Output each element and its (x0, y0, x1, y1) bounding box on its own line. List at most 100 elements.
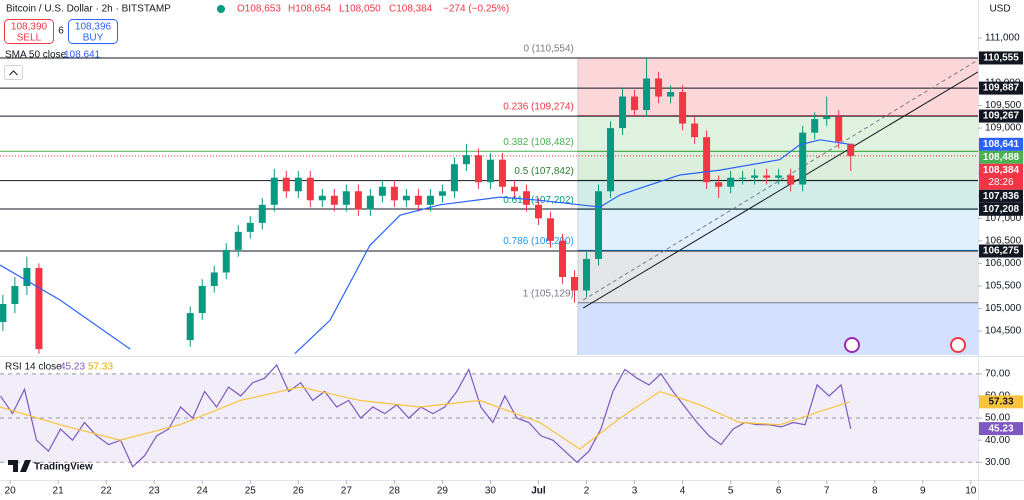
fib-label: 1 (105,129) (523, 288, 574, 299)
fib-label: 0.786 (106,290) (503, 236, 574, 247)
sell-price[interactable]: 108,390 (11, 22, 48, 33)
fib-zone (577, 250, 978, 303)
buy-price[interactable]: 108,396 (75, 22, 112, 33)
candle-body (246, 222, 254, 232)
x-tick-label: 25 (245, 486, 257, 497)
y-tick-label: 105,000 (985, 303, 1022, 314)
ohlc-open: O108,653 (237, 4, 281, 15)
candle-body (595, 191, 603, 259)
x-tick-label: 8 (872, 486, 878, 497)
candle-body (234, 231, 242, 250)
buy-box[interactable] (68, 19, 118, 44)
candle-body (258, 204, 266, 223)
price-line-label-text: 109,887 (983, 83, 1020, 94)
sell-label[interactable]: SELL (17, 33, 42, 44)
fib-zone (577, 180, 978, 210)
y-tick-label: 109,500 (985, 100, 1022, 111)
candle-body (607, 128, 615, 192)
candle-body (739, 177, 747, 179)
x-tick-label: 29 (437, 486, 449, 497)
event-icon[interactable] (844, 337, 860, 353)
spread: 6 (58, 26, 64, 37)
candle-body (727, 177, 735, 187)
price-line-label-text: 109,267 (983, 111, 1020, 122)
candle-body (583, 258, 591, 291)
rsi-line (0, 386, 850, 450)
flag-icon[interactable] (950, 337, 966, 353)
candle-body (522, 191, 530, 205)
y-tick-label: 107,000 (985, 213, 1022, 224)
candle-body (462, 155, 470, 165)
rsi-tick-label: 30.00 (985, 457, 1010, 468)
x-tick-label: 10 (965, 486, 977, 497)
fib-zone (577, 115, 978, 152)
x-tick-label: 28 (389, 486, 401, 497)
candle-body (763, 175, 771, 178)
candle-body (631, 96, 639, 111)
fib-zone (577, 209, 978, 251)
collapse-box[interactable] (4, 65, 23, 80)
sma-legend: SMA 50 close (5, 50, 67, 61)
rsi-panel (0, 363, 978, 468)
logo: TradingView (8, 460, 93, 473)
rsi-tick-label: 70.00 (985, 368, 1010, 379)
x-tick-label: 26 (293, 486, 305, 497)
candle-body (498, 159, 506, 187)
sma-label-box (979, 137, 1023, 151)
sell-box[interactable] (4, 19, 54, 44)
buy-button[interactable]: 108,396 BUY (68, 19, 118, 44)
sell-button[interactable]: 108,390 SELL (4, 19, 54, 44)
candle-body (534, 204, 542, 219)
x-tick-label: 20 (5, 486, 17, 497)
rsi-value-text: 45.23 (988, 423, 1013, 434)
currency: USD (989, 4, 1010, 15)
buy-label[interactable]: BUY (83, 33, 104, 44)
price-line-label-text: 108,488 (983, 152, 1020, 163)
market-status (217, 5, 225, 13)
collapse-button[interactable] (4, 65, 23, 80)
candle-body (619, 96, 627, 129)
price-line-label-box (979, 189, 1023, 203)
x-tick-label: 21 (53, 486, 65, 497)
fib-zone (577, 302, 978, 355)
candle-body (787, 175, 795, 185)
trendline (582, 59, 978, 301)
symbol-title: Bitcoin / U.S. Dollar · 2h · BITSTAMP (6, 4, 171, 15)
candle-body (414, 195, 422, 205)
price-line-label-box (979, 150, 1023, 164)
candle-body (510, 186, 518, 192)
y-tick-label: 104,500 (985, 326, 1022, 337)
ohlc-high: H108,654 (288, 4, 332, 15)
y-tick-label: 105,500 (985, 281, 1022, 292)
candle-body (715, 182, 723, 187)
rsi-tick-label: 50.00 (985, 413, 1010, 424)
price-line-label-box (979, 244, 1023, 258)
x-tick-label: 2 (584, 486, 590, 497)
fib-label: 0.382 (108,482) (503, 137, 574, 148)
x-tick-label: 5 (728, 486, 734, 497)
sma-line (0, 139, 850, 355)
fib-label: 0.236 (109,274) (503, 101, 574, 112)
x-tick-label: 30 (485, 486, 497, 497)
candle-body (643, 78, 651, 111)
y-tick-label: 106,000 (985, 258, 1022, 269)
rsi-line (0, 363, 852, 468)
candle-body (378, 186, 386, 196)
fib-label: 0.5 (107,842) (514, 166, 574, 177)
candle-body (294, 177, 302, 192)
candle-body (438, 191, 446, 196)
candle-body (474, 155, 482, 183)
collapse-icon[interactable] (9, 70, 18, 76)
candle-body (775, 175, 783, 178)
x-tick-label: 3 (632, 486, 638, 497)
candle-body (186, 313, 194, 341)
candle-body (270, 177, 278, 205)
candle-body (35, 267, 43, 350)
y-tick-label: 106,500 (985, 236, 1022, 247)
price-line-label-box (979, 81, 1023, 95)
candle-body (306, 177, 314, 201)
x-tick-label: 22 (101, 486, 113, 497)
x-tick-label: 23 (149, 486, 161, 497)
x-tick-label: 27 (341, 486, 353, 497)
